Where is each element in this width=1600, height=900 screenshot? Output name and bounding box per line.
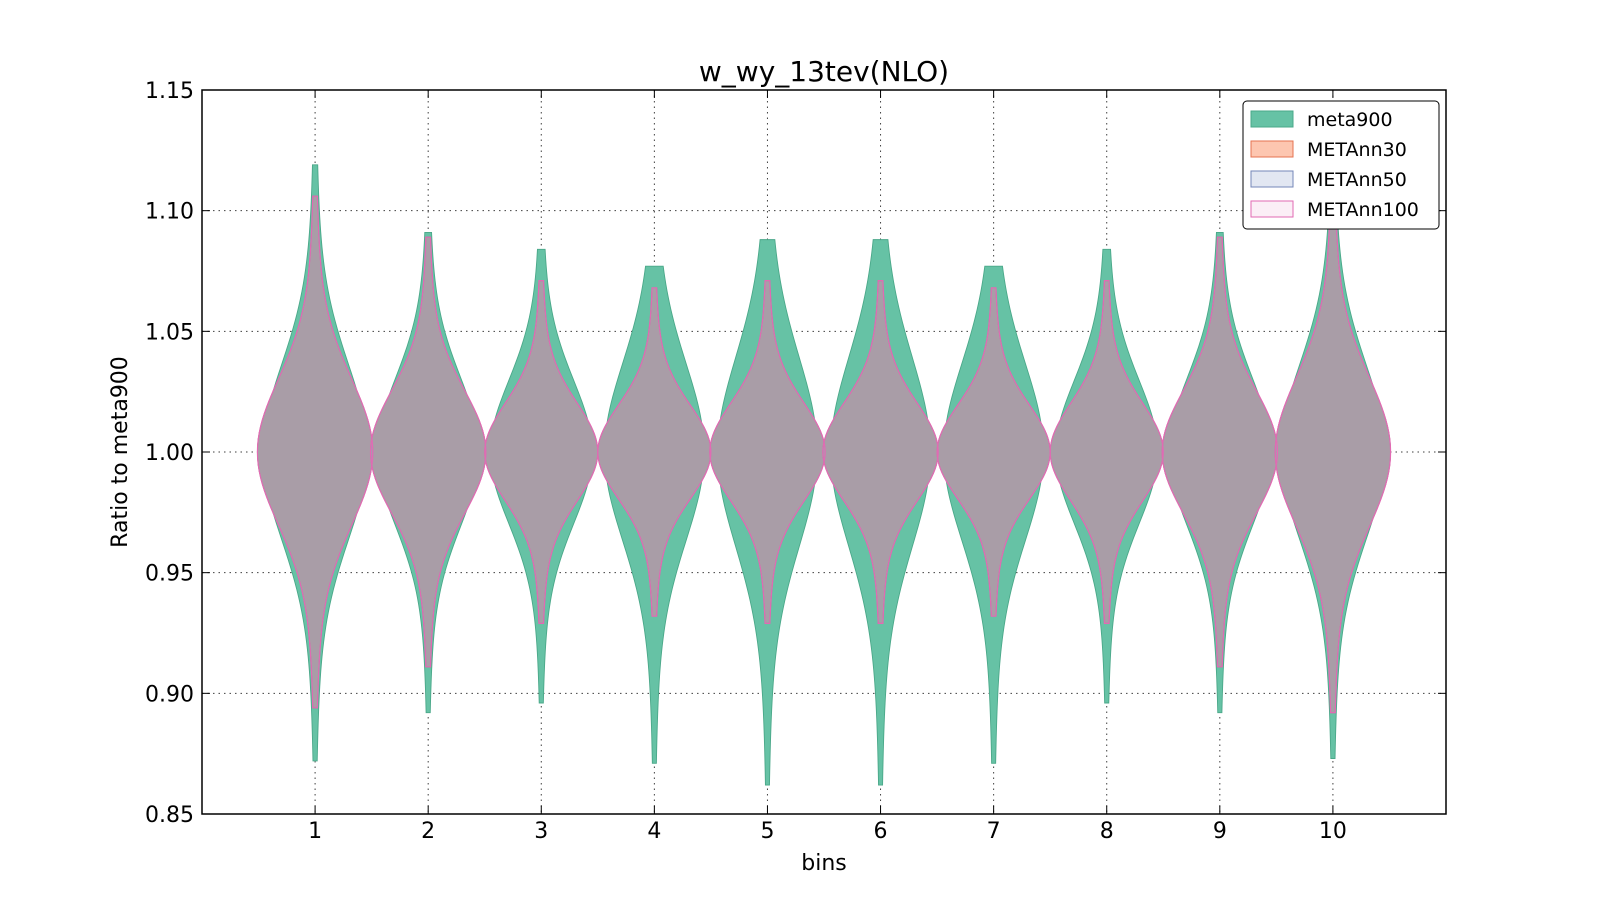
y-axis-title: Ratio to meta900 <box>108 356 133 548</box>
violin-METAnn100-bin-10 <box>1274 190 1392 714</box>
x-tick-label: 2 <box>421 819 435 844</box>
legend-label: METAnn30 <box>1307 139 1407 161</box>
violin-METAnn100-bin-9 <box>1161 236 1279 668</box>
y-tick-label: 1.05 <box>145 320 194 345</box>
violin-METAnn100-bin-4 <box>597 287 712 617</box>
violin-METAnn100-bin-6 <box>822 280 939 624</box>
legend: meta900 METAnn30 METAnn50 METAnn100 <box>1242 100 1440 230</box>
x-tick-label: 6 <box>874 819 888 844</box>
x-tick-label: 3 <box>534 819 548 844</box>
violin-METAnn100-bin-5 <box>709 280 826 624</box>
legend-swatch <box>1250 200 1294 218</box>
violin-METAnn100-bin-8 <box>1049 280 1164 624</box>
x-tick-label: 5 <box>760 819 774 844</box>
y-tick-label: 1.10 <box>145 200 194 225</box>
x-tick-label: 1 <box>308 819 322 844</box>
y-tick-label: 1.15 <box>145 79 194 104</box>
legend-box <box>1242 100 1440 230</box>
legend-label: METAnn50 <box>1307 169 1407 191</box>
x-axis: 1 2 3 4 5 6 7 8 9 10 <box>308 90 1347 844</box>
x-tick-label: 7 <box>987 819 1001 844</box>
chart-title: w_wy_13tev(NLO) <box>699 55 949 88</box>
violin-METAnn100-bin-2 <box>369 236 487 668</box>
y-tick-label: 0.90 <box>145 682 194 707</box>
violins <box>256 159 1392 786</box>
x-tick-label: 10 <box>1319 819 1347 844</box>
y-tick-label: 1.00 <box>145 441 194 466</box>
legend-swatch <box>1250 110 1294 128</box>
violin-METAnn100-bin-7 <box>936 287 1051 617</box>
series-METAnn100 <box>256 190 1392 714</box>
legend-swatch <box>1250 170 1294 188</box>
legend-label: METAnn100 <box>1307 199 1419 221</box>
y-tick-label: 0.85 <box>145 803 194 828</box>
violin-METAnn100-bin-1 <box>256 195 374 709</box>
legend-label: meta900 <box>1307 109 1393 131</box>
x-tick-label: 8 <box>1100 819 1114 844</box>
violin-METAnn100-bin-3 <box>484 280 599 624</box>
x-tick-label: 9 <box>1213 819 1227 844</box>
y-axis: 0.85 0.90 0.95 1.00 1.05 1.10 1.15 <box>145 79 1446 828</box>
legend-swatch <box>1250 140 1294 158</box>
x-axis-title: bins <box>801 851 846 876</box>
y-tick-label: 0.95 <box>145 562 194 587</box>
x-tick-label: 4 <box>647 819 661 844</box>
